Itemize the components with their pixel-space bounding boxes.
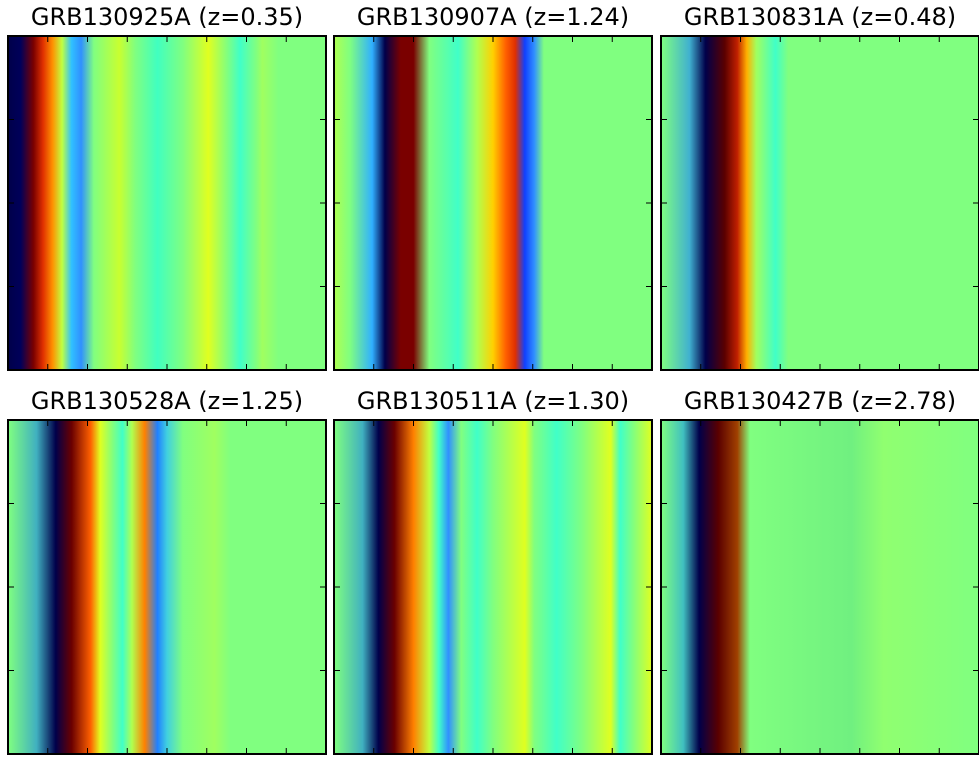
panel-title: GRB130528A (z=1.25) xyxy=(31,387,303,415)
panel-frame xyxy=(7,35,327,371)
panel-image xyxy=(334,420,652,754)
panel-title: GRB130907A (z=1.24) xyxy=(357,3,629,31)
panel-title: GRB130511A (z=1.30) xyxy=(357,387,629,415)
panel-frame xyxy=(333,419,653,755)
panel-image xyxy=(334,36,652,370)
panel-title: GRB130925A (z=0.35) xyxy=(31,3,303,31)
panel-frame xyxy=(333,35,653,371)
panel-title: GRB130427B (z=2.78) xyxy=(684,387,956,415)
panel-title: GRB130831A (z=0.48) xyxy=(684,3,956,31)
panel-frame xyxy=(660,35,979,371)
panel-frame xyxy=(7,419,327,755)
panel-frame xyxy=(660,419,979,755)
panel-image xyxy=(8,36,326,370)
panel-image xyxy=(8,420,326,754)
panel-image xyxy=(661,36,979,370)
panel-image xyxy=(661,420,979,754)
